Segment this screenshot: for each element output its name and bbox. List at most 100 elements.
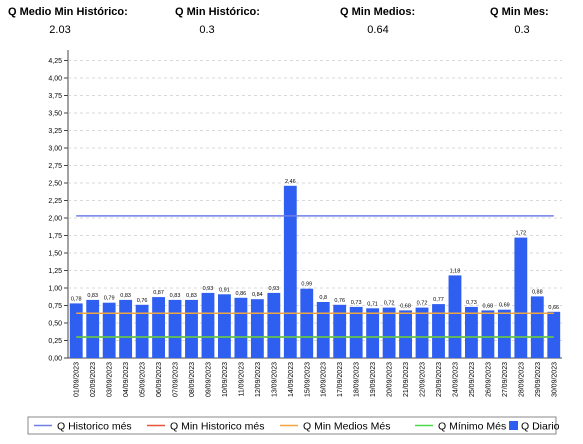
value-label: 0,73: [466, 300, 477, 306]
bar: [300, 288, 314, 358]
y-tick-label: 1,75: [48, 233, 62, 240]
stat-label: Q Min Medios:: [340, 6, 415, 18]
x-tick-label: 23/09/2023: [436, 362, 443, 397]
stat-value: 0.64: [367, 24, 388, 36]
value-label: 0,71: [367, 301, 378, 307]
value-label: 0,86: [236, 291, 247, 297]
stat-value: 0.3: [199, 24, 214, 36]
bar: [283, 185, 297, 358]
legend-label: Q Min Historico més: [170, 421, 265, 433]
bar: [316, 302, 330, 358]
y-tick-label: 2,50: [48, 181, 62, 188]
x-tick-label: 10/09/2023: [222, 362, 229, 397]
y-tick-label: 4,25: [48, 58, 62, 65]
value-label: 0,8: [319, 295, 327, 301]
value-label: 0,83: [120, 293, 131, 299]
y-tick-label: 4,00: [48, 76, 62, 83]
value-label: 0,73: [351, 300, 362, 306]
x-tick-label: 25/09/2023: [469, 362, 476, 397]
legend-label: Q Historico més: [57, 421, 132, 433]
x-tick-label: 28/09/2023: [518, 362, 525, 397]
bar: [382, 307, 396, 358]
legend-label: Q Mínimo Més: [438, 421, 506, 433]
x-tick-label: 02/09/2023: [90, 362, 97, 397]
value-label: 0,78: [71, 296, 82, 302]
x-tick-label: 19/09/2023: [370, 362, 377, 397]
bar: [415, 307, 429, 358]
bar: [102, 302, 116, 358]
value-label: 0,83: [170, 293, 181, 299]
value-label: 0,83: [87, 293, 98, 299]
x-tick-label: 16/09/2023: [321, 362, 328, 397]
x-tick-label: 06/09/2023: [156, 362, 163, 397]
bar: [333, 304, 347, 358]
bar: [250, 299, 264, 358]
x-tick-label: 21/09/2023: [403, 362, 410, 397]
y-tick-label: 0,00: [48, 356, 62, 363]
value-label: 0,99: [301, 282, 312, 288]
value-label: 0,87: [153, 290, 164, 296]
bar: [201, 292, 215, 358]
bar: [267, 292, 281, 358]
bar: [366, 308, 380, 358]
y-tick-label: 0,75: [48, 303, 62, 310]
value-label: 0,69: [499, 303, 510, 309]
value-label: 0,76: [137, 298, 148, 304]
y-tick-label: 0,50: [48, 321, 62, 328]
x-tick-label: 11/09/2023: [238, 362, 245, 397]
x-tick-label: 03/09/2023: [107, 362, 114, 397]
legend-label: Q Min Medios Més: [303, 421, 391, 433]
bar: [530, 296, 544, 358]
bar: [86, 299, 100, 358]
x-tick-label: 04/09/2023: [123, 362, 130, 397]
x-tick-label: 09/09/2023: [205, 362, 212, 397]
x-tick-label: 08/09/2023: [189, 362, 196, 397]
value-label: 0,91: [219, 287, 230, 293]
bar: [168, 299, 182, 358]
value-label: 0,72: [384, 301, 395, 307]
bar: [119, 299, 133, 358]
bar: [349, 306, 363, 358]
bar: [69, 303, 83, 358]
value-label: 0,83: [186, 293, 197, 299]
value-label: 0,93: [203, 286, 214, 292]
value-label: 0,79: [104, 296, 115, 302]
value-label: 0,68: [483, 303, 494, 309]
value-label: 1,72: [515, 231, 526, 237]
y-tick-label: 1,25: [48, 268, 62, 275]
legend-label: Q Diario: [521, 421, 560, 433]
y-tick-label: 3,25: [48, 128, 62, 135]
value-label: 0,88: [532, 289, 543, 295]
x-tick-label: 22/09/2023: [420, 362, 427, 397]
x-tick-label: 30/09/2023: [551, 362, 558, 397]
x-tick-label: 14/09/2023: [288, 362, 295, 397]
x-tick-label: 17/09/2023: [337, 362, 344, 397]
value-label: 1,18: [450, 268, 461, 274]
x-tick-label: 18/09/2023: [354, 362, 361, 397]
stat-value: 2.03: [49, 24, 70, 36]
y-tick-label: 0,25: [48, 338, 62, 345]
bar: [218, 294, 231, 358]
x-tick-label: 05/09/2023: [140, 362, 147, 397]
bar: [234, 297, 248, 358]
stat-value: 0.3: [514, 24, 529, 36]
y-tick-label: 2,25: [48, 198, 62, 205]
bar: [514, 237, 528, 358]
value-label: 0,66: [548, 305, 559, 311]
value-label: 0,77: [433, 297, 444, 303]
bar: [399, 310, 412, 358]
y-tick-label: 1,50: [48, 251, 62, 258]
x-tick-label: 01/09/2023: [74, 362, 81, 397]
x-tick-label: 29/09/2023: [535, 362, 542, 397]
y-tick-label: 2,75: [48, 163, 62, 170]
bar: [497, 309, 511, 358]
x-tick-label: 24/09/2023: [452, 362, 459, 397]
value-label: 0,68: [400, 303, 411, 309]
bar: [481, 310, 495, 358]
x-tick-label: 20/09/2023: [387, 362, 394, 397]
y-tick-label: 3,75: [48, 93, 62, 100]
x-tick-label: 15/09/2023: [304, 362, 311, 397]
x-tick-label: 13/09/2023: [271, 362, 278, 397]
